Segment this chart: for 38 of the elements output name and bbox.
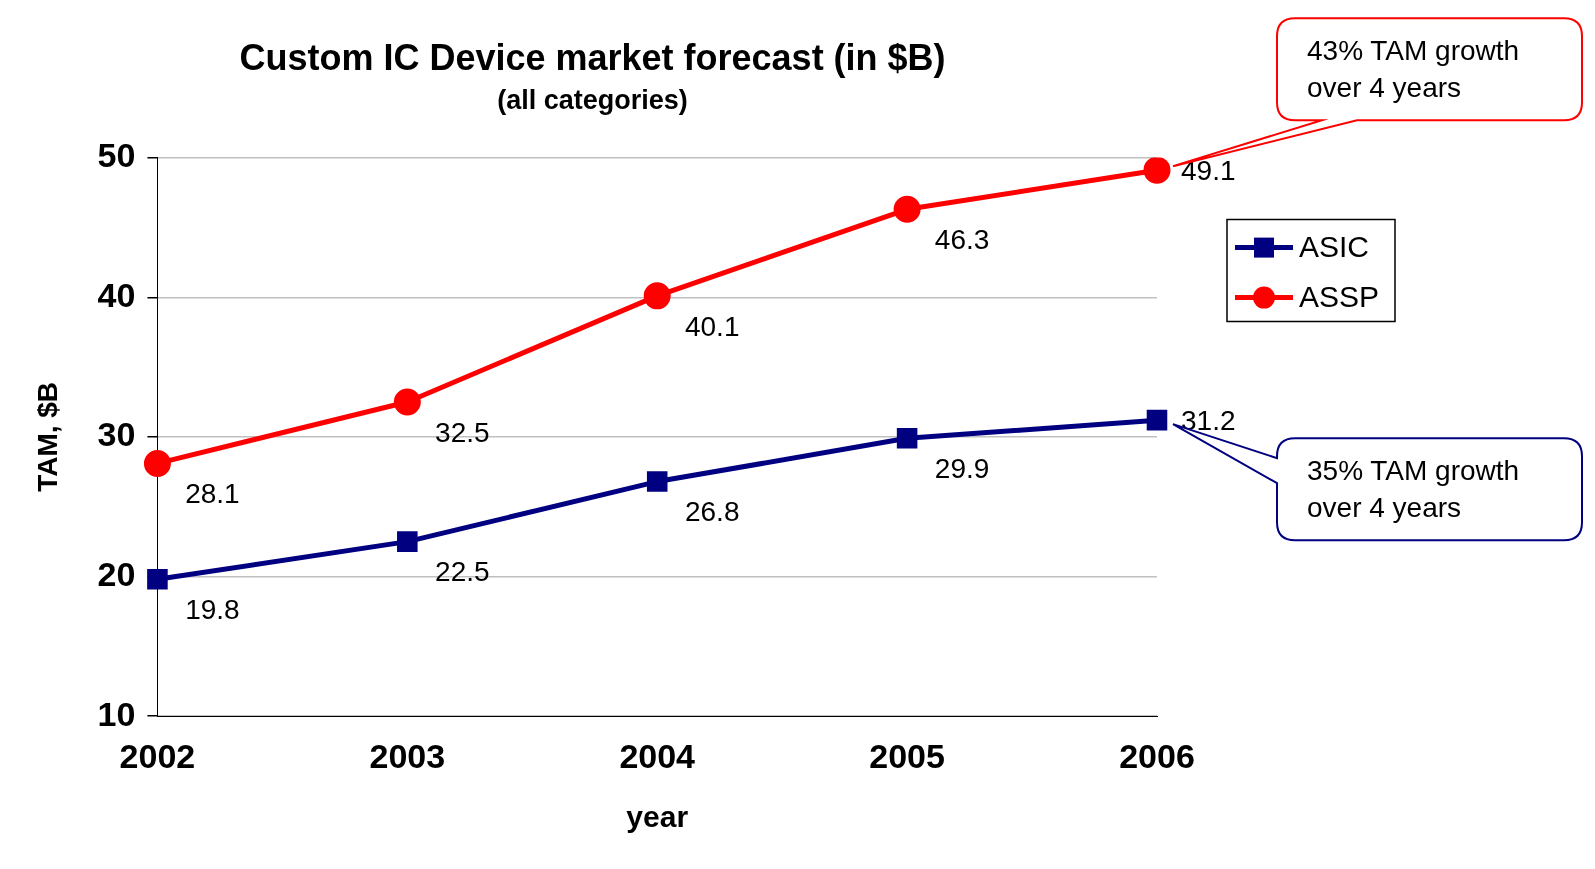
data-label: 26.8 bbox=[684, 496, 740, 528]
x-axis-title: year bbox=[626, 800, 689, 834]
data-label: 40.1 bbox=[684, 310, 740, 342]
x-tick-label: 2006 bbox=[1119, 736, 1195, 775]
legend-label: ASIC bbox=[1299, 229, 1370, 263]
chart-title: Custom IC Device market forecast (in $B) bbox=[239, 36, 946, 78]
y-tick-label: 30 bbox=[97, 415, 136, 454]
data-label: 49.1 bbox=[1181, 154, 1236, 186]
text: 43% TAM growth over 4 years bbox=[1307, 34, 1520, 103]
y-axis-title: TAM, $B bbox=[31, 381, 63, 492]
x-tick-label: 2003 bbox=[369, 736, 446, 775]
point bbox=[643, 282, 671, 310]
text: 35% TAM growth over 4 years bbox=[1307, 454, 1520, 523]
y-tick-label: 20 bbox=[97, 554, 136, 593]
point bbox=[397, 531, 418, 552]
data-label: 19.8 bbox=[185, 594, 240, 626]
data-label: 28.1 bbox=[185, 478, 240, 510]
y-tick-label: 50 bbox=[97, 135, 136, 174]
data-label: 31.2 bbox=[1181, 404, 1236, 436]
point bbox=[1143, 157, 1171, 184]
data-label: 46.3 bbox=[934, 223, 990, 255]
point bbox=[147, 569, 168, 590]
y-tick-label: 40 bbox=[97, 275, 136, 314]
point bbox=[893, 195, 921, 223]
data-label: 22.5 bbox=[435, 556, 490, 588]
point bbox=[896, 428, 918, 449]
y-tick-label: 10 bbox=[97, 694, 136, 733]
point bbox=[646, 471, 668, 492]
x-tick-label: 2002 bbox=[119, 736, 196, 775]
point bbox=[1146, 409, 1168, 431]
legend-label: ASSP bbox=[1299, 279, 1380, 313]
point bbox=[393, 388, 421, 416]
x-tick-label: 2004 bbox=[619, 736, 696, 775]
x-tick-label: 2005 bbox=[869, 736, 945, 775]
chart-subtitle: (all categories) bbox=[497, 84, 688, 115]
data-label: 32.5 bbox=[435, 416, 490, 448]
point bbox=[143, 449, 171, 477]
data-label: 29.9 bbox=[934, 453, 990, 485]
